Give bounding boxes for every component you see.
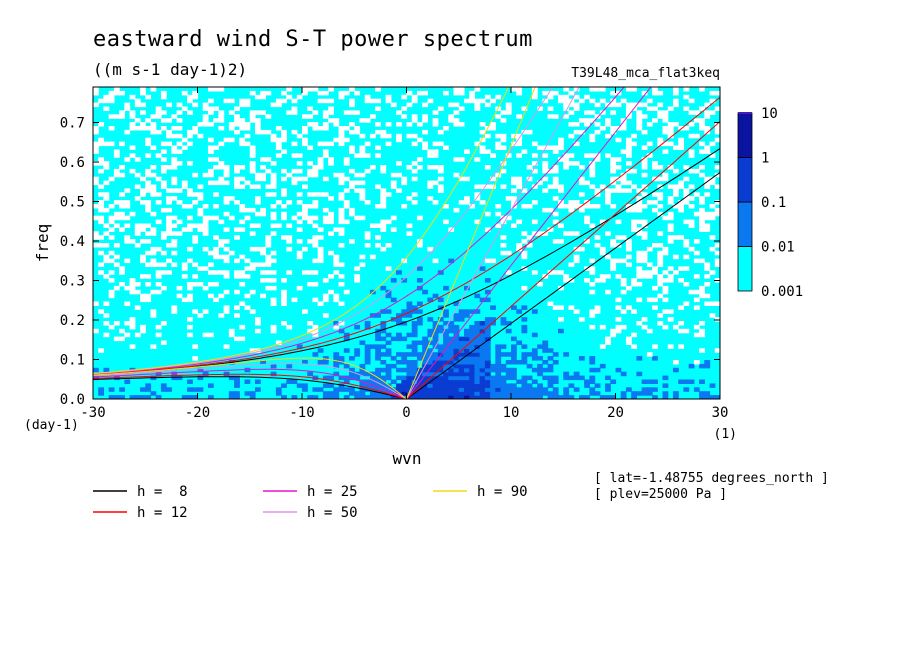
y-tick-label: 0.7 <box>60 116 85 132</box>
y-tick-label: 0.3 <box>60 274 85 290</box>
x-tick-label: -20 <box>185 405 210 421</box>
dispersion-curves <box>93 87 720 399</box>
rossby-curve-h12 <box>93 373 407 399</box>
colorbar-label: 0.001 <box>761 284 803 300</box>
colorbar-label: 0.01 <box>761 240 795 256</box>
colorbar-label: 0.1 <box>761 195 786 211</box>
kelvin-curve-h12 <box>406 121 720 399</box>
colorbar-label: 1 <box>761 151 769 167</box>
x-tick-label: 30 <box>712 405 729 421</box>
rossby-curve-h8 <box>93 376 407 399</box>
run-label: T39L48_mca_flat3keq <box>571 66 720 81</box>
y-tick-label: 0.4 <box>60 234 85 250</box>
legend-label: h = 50 <box>307 505 358 521</box>
x-tick-label: 0 <box>402 405 410 421</box>
legend-label: h = 8 <box>137 484 188 500</box>
y-tick-label: 0.5 <box>60 195 85 211</box>
chart-title: eastward wind S-T power spectrum <box>93 27 533 52</box>
x-axis-label: wvn <box>393 449 422 468</box>
colorbar-swatch <box>737 157 753 203</box>
legend: h = 8 h = 12 h = 25 h = 50 h = 90 <box>93 484 528 521</box>
chart-subtitle: ((m s-1 day-1)2) <box>93 60 247 79</box>
rossby-curve-h25 <box>93 368 407 399</box>
kelvin-curve-h25 <box>406 87 652 399</box>
x-tick-label: 10 <box>503 405 520 421</box>
legend-label: h = 90 <box>477 484 528 500</box>
x-unit-label: (1) <box>714 427 737 442</box>
legend-label: h = 12 <box>137 505 188 521</box>
x-tick-label: -30 <box>80 405 105 421</box>
colorbar-label: 10 <box>761 106 778 122</box>
plev-annotation: [ plev=25000 Pa ] <box>594 487 727 502</box>
y-unit-label: (day-1) <box>24 418 79 433</box>
colorbar-swatch <box>737 201 753 247</box>
kelvin-curve-h8 <box>406 172 720 399</box>
x-tick-label: -10 <box>289 405 314 421</box>
y-axis-label: freq <box>33 224 52 263</box>
y-tick-label: 0.6 <box>60 155 85 171</box>
mrg-curve-h50 <box>93 87 554 375</box>
colorbar-swatch <box>737 112 753 158</box>
colorbar-swatch <box>737 246 753 292</box>
rossby-curve-h50 <box>93 363 407 399</box>
rossby-curve-h90 <box>93 357 407 399</box>
mrg-curve-h90 <box>93 87 510 374</box>
lat-annotation: [ lat=-1.48755 degrees_north ] <box>594 471 829 486</box>
legend-label: h = 25 <box>307 484 358 500</box>
kelvin-curve-h90 <box>406 87 536 399</box>
y-tick-label: 0.0 <box>60 392 85 408</box>
y-axis: 0.0 0.1 0.2 0.3 0.4 0.5 0.6 0.7 <box>60 116 720 408</box>
kelvin-curve-h50 <box>406 87 580 399</box>
colorbar-top <box>738 112 752 114</box>
y-tick-label: 0.1 <box>60 353 85 369</box>
x-tick-label: 20 <box>607 405 624 421</box>
mrg-curve-h25 <box>93 87 625 375</box>
y-tick-label: 0.2 <box>60 313 85 329</box>
x-axis: -30 -20 -10 0 10 20 30 <box>80 87 728 421</box>
heatmap-field <box>93 87 720 399</box>
colorbar: 0.001 0.01 0.1 1 10 <box>737 106 803 300</box>
mrg-curve-h12 <box>93 96 720 376</box>
